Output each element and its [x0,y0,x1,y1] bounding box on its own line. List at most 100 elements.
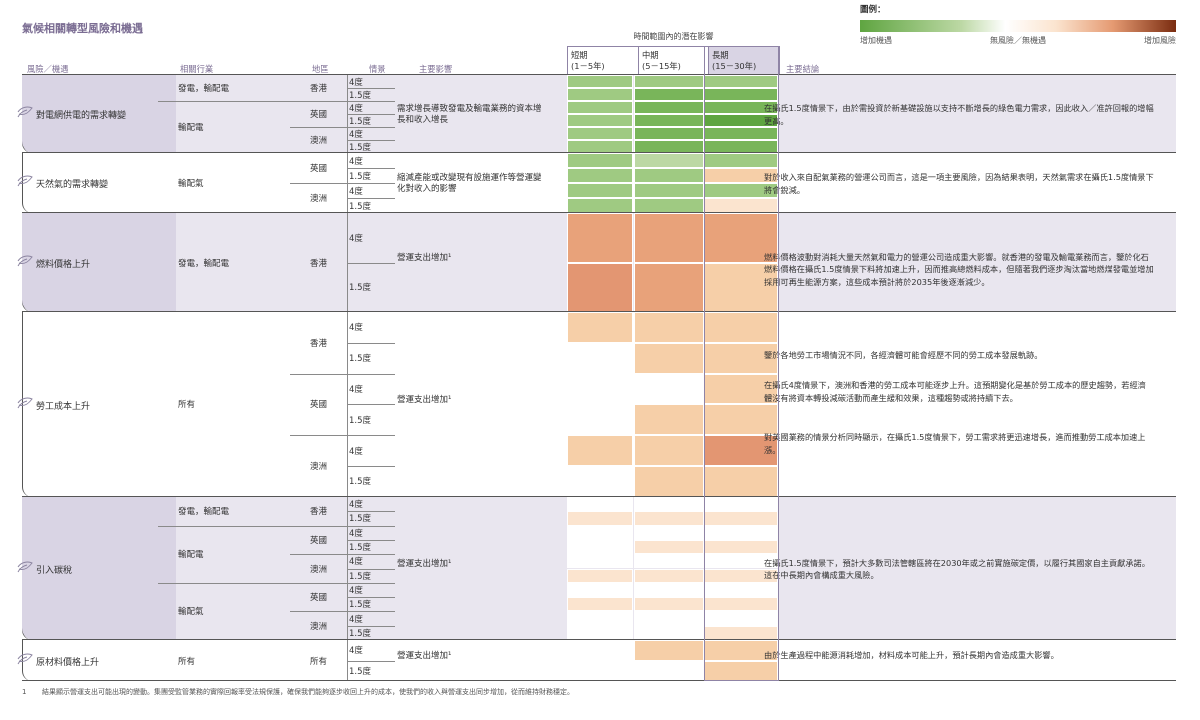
risk-label: 原材料價格上升 [36,657,100,668]
impact-cell [634,262,704,312]
risk-section: 燃料價格上升 4度 1.5度 發電，輸配電 香港 營運支出增加¹ 燃料價格波動對消耗大量天然… [17,213,1176,312]
scenario-divider [347,101,395,102]
scenario-label: 1.5度 [349,514,372,525]
impact-cell [634,101,704,114]
region-label: 香港 [310,258,328,269]
impact-cell [567,511,633,526]
scenario-label: 1.5度 [349,283,372,294]
impact-cell [704,660,778,681]
impact-cell [634,640,704,661]
scenario-label: 4度 [349,323,363,334]
conclusion-text: 在攝氏1.5度情景下，由於需投資於新基礎設施以支持不斷增長的綠色電力需求，因此收… [764,103,1154,126]
column-header-scenario: 情景 [369,64,386,74]
risk-label: 對電網供電的需求轉變 [36,111,127,121]
impact-cell [704,511,778,526]
industry-label: 發電，輸配電 [178,84,230,94]
impact-cell [634,153,704,168]
section-lead-panel [22,497,176,640]
conclusion-text: 對英國業務的情景分析同時顯示，在攝氏1.5度情景下，勞工需求將更迅速增長，進而推… [764,432,1146,455]
conclusion-text: 在攝氏1.5度情景下，預計大多數司法管轄區將在2030年或之前實施碳定價，以履行… [764,557,1150,581]
scenario-label: 4度 [349,557,363,568]
impact-cell [704,198,778,213]
impact-cell [567,75,633,88]
impact-cell [567,497,633,512]
legend-gradient-bar [860,20,1176,32]
impact-cell [567,554,633,569]
impact-cell [634,342,704,374]
impact-cell [567,625,633,640]
impact-cell [634,611,704,626]
impact-cell [567,127,633,140]
footnote: 1 結果顯示營運支出可能出現的變動。集團受監管業務的實際回報率受法規保護，確保我… [22,688,574,697]
impact-cell [567,568,633,583]
legend-labels: 增加機遇 無風險／無機遇 增加風險 [860,35,1176,46]
conclusion-text: 在攝氏4度情景下，澳洲和香港的勞工成本可能逐步上升。這預期變化是基於勞工成本的歷… [764,380,1146,403]
scenario-label: 4度 [349,500,363,511]
section-bottom-rule [22,311,1176,312]
impact-cell [634,660,704,681]
region-label-divider [290,127,347,128]
impact-cell [567,101,633,114]
impact-cell [634,568,704,583]
impact-cell [634,198,704,213]
legend-label-risk: 增加風險 [1144,36,1176,45]
impact-cell [567,640,633,661]
region-label-divider [290,611,347,613]
scenario-label: 4度 [349,646,363,657]
impact-cell [634,597,704,612]
impact-cell [634,127,704,140]
impact-cell [567,404,633,436]
risk-section: 原材料價格上升 4度 1.5度 所有 所有 營運支出增加¹ 由於生產過程中能源消耗增加，材料… [17,640,1176,681]
impact-cell [704,213,778,263]
scenario-label: 4度 [349,77,363,88]
scenario-divider [347,198,395,199]
legend: 圖例： 增加機遇 無風險／無機遇 增加風險 [860,3,1176,46]
scenario-label: 1.5度 [349,628,372,639]
scenario-label: 1.5度 [349,477,372,488]
column-header-impact: 主要影響 [419,64,453,74]
risk-label: 燃料價格上升 [36,259,91,270]
section-lead-panel [22,213,176,312]
leaf-icon [17,561,33,572]
impact-cell [704,435,778,466]
timeframe-columns: 短期 (1－5年) 中期 (5－15年) 長期 (15－30年) [567,46,780,76]
scenario-divider [347,511,395,513]
industry-label: 輸配氣 [178,179,204,189]
timeframe-medium: 中期 (5－15年) [638,47,709,76]
impact-cell [567,525,633,540]
impact-cell [704,312,778,343]
scenario-divider [347,597,395,599]
impact-cell [704,625,778,640]
scenario-divider [347,140,395,141]
scenario-label: 4度 [349,585,363,596]
impact-cell [634,525,704,540]
risk-section: 引入碳稅 4度 1.5度 4度 1.5度 4度 1.5度 4度 1.5度 4度 1.5度 發電，輸配電… [17,497,1176,640]
section-bottom-rule [22,152,1176,153]
scenario-divider [347,168,395,169]
region-label: 澳洲 [310,564,328,575]
impact-cell [634,466,704,497]
scenario-divider [347,262,395,264]
leaf-icon [17,106,33,118]
impact-cell [634,168,704,183]
scenario-divider [347,373,395,375]
industry-label: 輸配電 [178,550,204,561]
impact-cell [704,497,778,512]
industry-label: 所有 [178,400,196,411]
impact-cell [704,611,778,626]
impact-cell [704,582,778,598]
industry-label: 輸配氣 [178,607,204,618]
scenario-label: 4度 [349,186,363,197]
scenario-divider [347,114,395,115]
industry-label: 輸配電 [178,123,204,133]
section-bottom-rule [22,639,1176,640]
column-header-conclusion: 主要結論 [786,64,820,74]
impact-cell [567,213,633,263]
impact-cell [567,153,633,168]
impact-cell [634,625,704,640]
section-bottom-rule [22,212,1176,213]
timeframe-header: 時間範圍內的潛在影響 [633,32,714,41]
region-label-divider [290,101,347,102]
impact-cell [567,597,633,612]
